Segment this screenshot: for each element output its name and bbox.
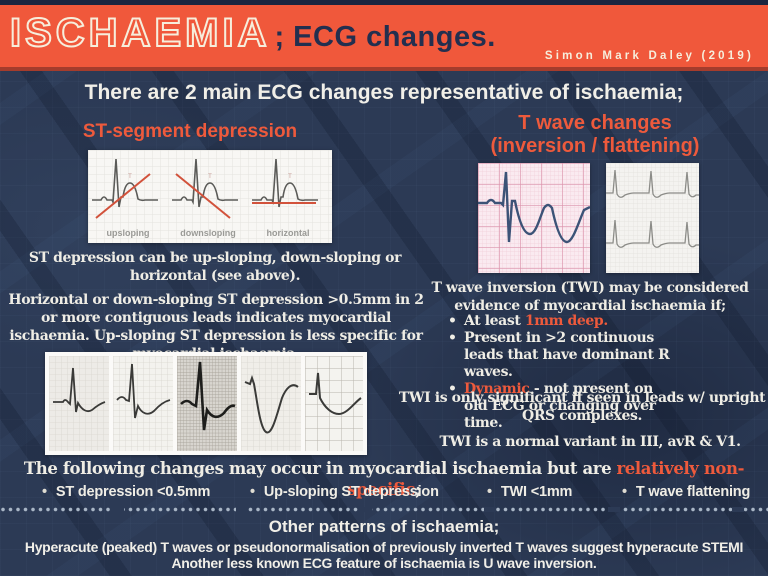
criterion-text: Present in >2 continuous leads that have… — [464, 330, 670, 380]
t-wave-mark: T — [288, 174, 292, 180]
bullet-icon: • — [448, 330, 457, 346]
twi-criteria-list: • At least 1mm deep. • Present in >2 con… — [448, 313, 748, 432]
twi-upright-note: TWI is only significant if seen in leads… — [398, 390, 766, 424]
right-heading-line1: T wave changes — [518, 112, 672, 134]
right-heading-line2: (inversion / flattening) — [490, 135, 700, 157]
right-column-heading: T wave changes (inversion / flattening) — [430, 112, 760, 158]
bullet-icon: • — [487, 484, 492, 500]
nonspecific-item-text: T wave flattening — [635, 484, 751, 500]
nonspecific-lead: The following changes may occur in myoca… — [0, 458, 768, 500]
criterion-post: - not present on old ECG or changing ove… — [464, 381, 656, 431]
ecg-t-wave-inversion-image — [478, 163, 590, 273]
intro-heading: There are 2 main ECG changes representat… — [84, 81, 684, 104]
nonspecific-lead-highlight: relatively non-specific — [347, 459, 745, 499]
footer-line1: Hyperacute (peaked) T waves or pseudonor… — [24, 539, 744, 555]
criterion-text: At least 1mm deep. — [464, 313, 608, 330]
nonspecific-item-text: TWI <1mm — [500, 484, 573, 500]
left-column-heading: ST-segment depression — [82, 121, 298, 142]
list-item: • Dynamic - not present on old ECG or ch… — [448, 381, 748, 432]
list-item: • Present in >2 continuous leads that ha… — [448, 330, 748, 381]
nonspecific-item-text: Up-sloping ST depression — [263, 484, 439, 500]
title-subtitle-text: ; ECG changes. — [274, 21, 496, 53]
bullet-icon: • — [448, 313, 457, 329]
t-wave-mark: T — [208, 174, 212, 180]
criterion-highlight: Dynamic — [464, 381, 530, 397]
right-intro: T wave inversion (TWI) may be considered… — [431, 280, 749, 314]
bullet-icon: • — [42, 484, 47, 500]
title-outline-text: ISCHAEMIA — [9, 10, 271, 56]
bullet-icon: • — [622, 484, 627, 500]
top-stripe — [0, 0, 768, 5]
header-band: ISCHAEMIA ; ECG changes. Simon Mark Dale… — [0, 5, 768, 71]
slope-label-horizontal: horizontal — [267, 228, 310, 238]
slope-label-downsloping: downsloping — [180, 228, 236, 238]
criterion-highlight: 1mm deep. — [524, 313, 608, 329]
t-wave-mark: T — [128, 174, 132, 180]
nonspecific-item: • T wave flattening — [622, 484, 750, 500]
criterion-text: Dynamic - not present on old ECG or chan… — [464, 381, 679, 432]
nonspecific-item: • Up-sloping ST depression — [250, 484, 439, 500]
nonspecific-item-text: ST depression <0.5mm — [55, 484, 211, 500]
left-caption: ST depression can be up-sloping, down-sl… — [28, 250, 402, 284]
nonspecific-lead-pre: The following changes may occur in myoca… — [23, 459, 617, 478]
slope-label-upsloping: upsloping — [107, 228, 150, 238]
ecg-st-slope-diagram: T upsloping T downsloping T horizontal — [88, 150, 332, 243]
nonspecific-item: • ST depression <0.5mm — [42, 484, 210, 500]
nonspecific-item: • TWI <1mm — [487, 484, 572, 500]
list-item: • At least 1mm deep. — [448, 313, 748, 330]
twi-normal-variant-note: TWI is a normal variant in III, avR & V1… — [439, 434, 741, 450]
ecg-st-depression-strip — [45, 352, 367, 455]
page-title: ISCHAEMIA ; ECG changes. — [9, 10, 496, 56]
dotted-divider — [0, 507, 768, 512]
footer-line2: Another less known ECG feature of ischae… — [171, 555, 597, 571]
footer-heading: Other patterns of ischaemia; — [268, 517, 500, 536]
ecg-t-wave-flattening-image — [606, 163, 699, 273]
nonspecific-lead-post: ; — [415, 480, 421, 499]
bullet-icon: • — [448, 381, 457, 397]
bullet-icon: • — [250, 484, 255, 500]
criterion-pre: At least — [464, 313, 525, 329]
author-credit: Simon Mark Daley (2019) — [544, 50, 754, 62]
